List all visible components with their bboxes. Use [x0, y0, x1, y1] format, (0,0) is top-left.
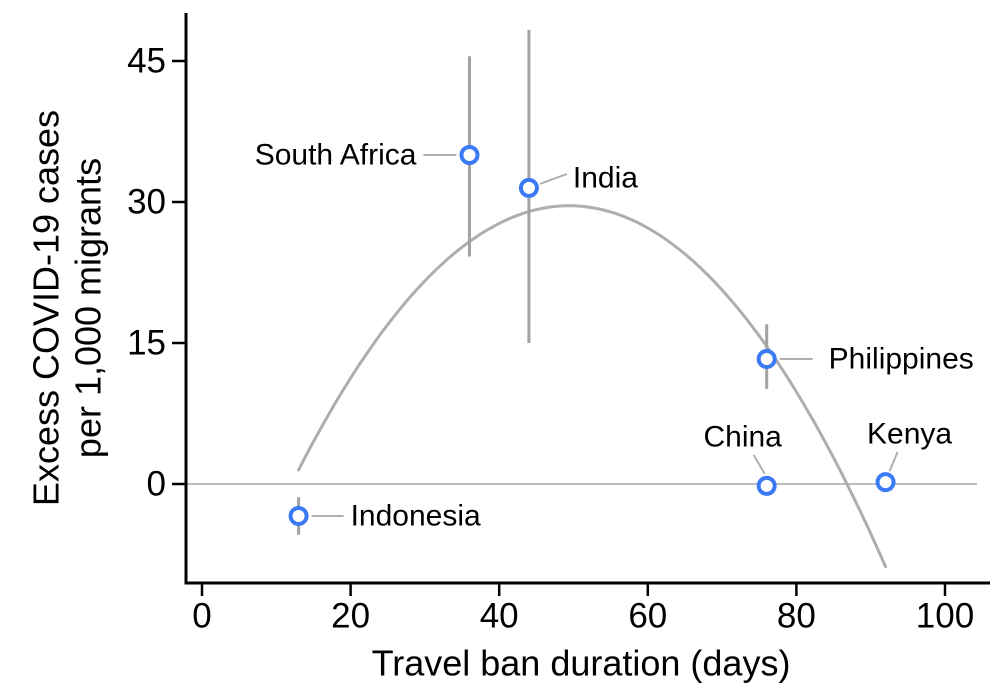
- y-axis-title-line2: per 1,000 migrants: [68, 158, 109, 458]
- y-axis-title-line1: Excess COVID-19 cases: [26, 110, 67, 506]
- point-south-africa: [459, 145, 480, 165]
- leader-line-kenya: [888, 451, 899, 472]
- leader-line-china: [752, 454, 766, 475]
- point-kenya: [875, 472, 896, 493]
- x-tick-label-60: 60: [628, 597, 667, 636]
- x-tick-label-20: 20: [331, 597, 370, 636]
- leader-line-india: [539, 172, 568, 185]
- point-indonesia: [288, 505, 309, 526]
- point-label-south-africa: South Africa: [255, 139, 417, 172]
- point-label-china: China: [703, 420, 782, 453]
- y-tick-label-15: 15: [127, 324, 166, 363]
- point-china: [756, 475, 777, 496]
- x-axis-title: Travel ban duration (days): [372, 643, 791, 684]
- point-india: [518, 177, 539, 198]
- fit-curve: [297, 204, 888, 569]
- point-philippines: [756, 348, 777, 369]
- x-tick-label-40: 40: [480, 597, 519, 636]
- y-tick-label-45: 45: [127, 42, 166, 81]
- x-tick-label-100: 100: [916, 597, 974, 636]
- point-label-indonesia: Indonesia: [351, 499, 481, 532]
- x-tick-label-80: 80: [777, 597, 816, 636]
- y-tick-label-0: 0: [147, 465, 166, 504]
- point-label-kenya: Kenya: [867, 418, 952, 451]
- x-tick-label-0: 0: [192, 597, 211, 636]
- point-label-philippines: Philippines: [829, 342, 974, 375]
- y-tick-label-30: 30: [127, 183, 166, 222]
- point-label-india: India: [573, 161, 638, 194]
